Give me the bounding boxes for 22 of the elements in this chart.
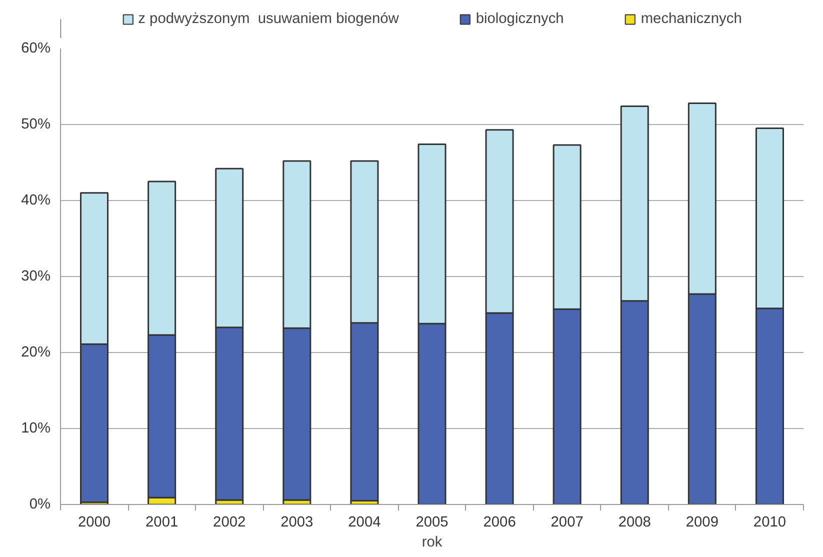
- x-tick-label: 2004: [348, 514, 381, 530]
- x-tick-label: 2002: [213, 514, 246, 530]
- y-tick-label: 40%: [21, 192, 51, 208]
- x-tick-label: 2007: [550, 514, 584, 530]
- x-tick-label: 2003: [280, 514, 314, 530]
- x-tick-label: 2010: [753, 514, 786, 530]
- x-tick-label: 2005: [416, 514, 448, 530]
- y-tick-label: 0%: [29, 496, 51, 512]
- x-tick-label: 2000: [78, 514, 111, 530]
- y-tick-label: 20%: [21, 344, 51, 360]
- x-tick-label: 2006: [483, 514, 516, 530]
- x-tick-label: 2009: [686, 514, 718, 530]
- legend-label: biologicznych: [476, 11, 564, 27]
- y-tick-label: 50%: [21, 116, 51, 132]
- x-tick-label: 2008: [618, 514, 651, 530]
- x-tick-label: 2001: [146, 514, 178, 530]
- legend-label: mechanicznych: [640, 11, 742, 27]
- y-tick-label: 30%: [21, 268, 51, 284]
- y-tick-label: 10%: [21, 420, 51, 436]
- y-tick-label: 60%: [21, 40, 51, 56]
- legend-label: z podwyższonym usuwaniem biogenów: [138, 11, 399, 27]
- x-axis-title: rok: [422, 534, 443, 550]
